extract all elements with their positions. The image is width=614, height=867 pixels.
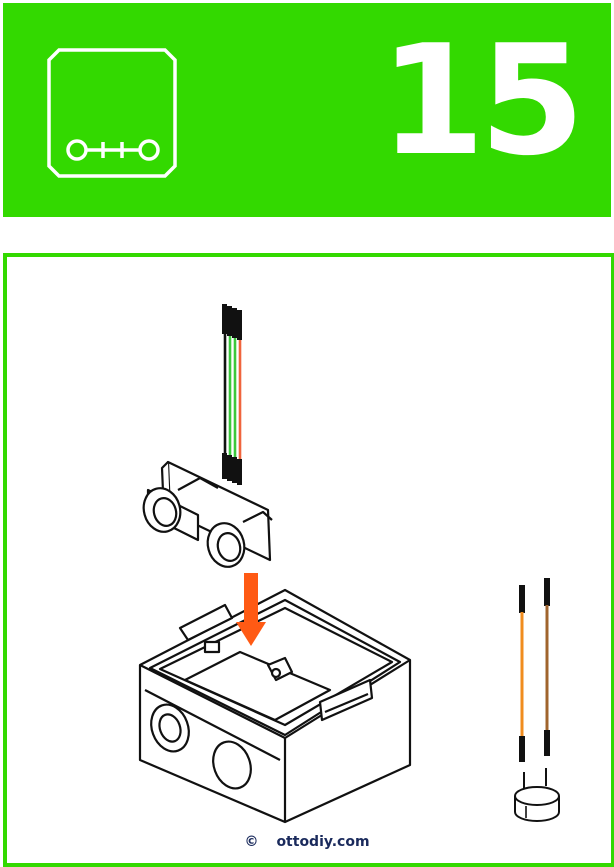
site-link[interactable]: ottodiy.com: [276, 834, 370, 850]
step-number: 15: [379, 12, 585, 189]
instruction-panel: [3, 253, 614, 867]
buzzer: [514, 786, 560, 822]
otto-logo-icon: [47, 48, 177, 178]
footer: © ottodiy.com: [0, 834, 614, 850]
header-banner: 15: [3, 3, 611, 217]
down-arrow-icon: [236, 573, 266, 646]
copyright-symbol: ©: [244, 834, 259, 850]
